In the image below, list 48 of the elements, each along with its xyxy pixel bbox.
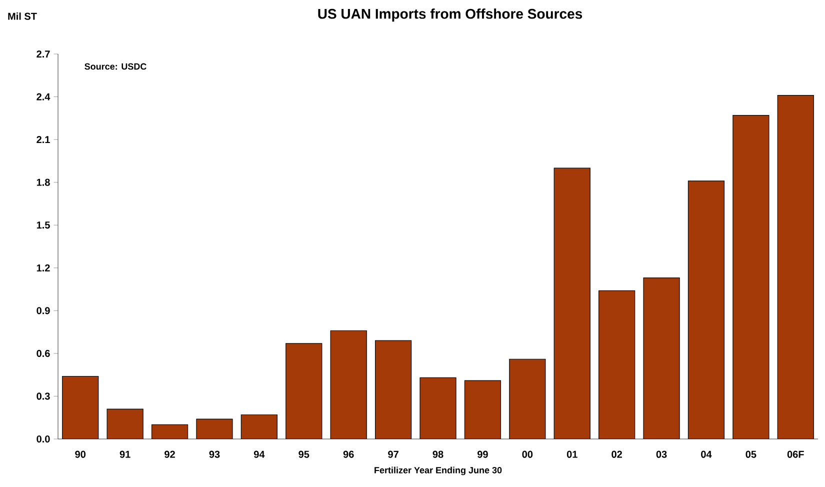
bar [420,378,456,439]
x-tick-label: 03 [656,450,667,458]
x-tick-label: 92 [164,450,175,458]
bar [375,340,412,439]
chart-title: US UAN Imports from Offshore Sources [318,8,582,22]
bar [62,376,98,439]
y-tick-label: 2.7 [36,50,50,58]
x-tick-label: 95 [298,450,310,458]
x-tick-label: 04 [701,450,712,458]
x-tick-label: 00 [522,450,533,458]
x-tick-label: 93 [209,450,220,458]
bar [644,278,680,439]
y-tick-label: 2.4 [36,93,50,100]
y-tick-label: 2.1 [36,136,50,144]
y-axis-title: Mil ST [8,12,37,20]
bar [107,409,144,439]
bar [464,380,501,439]
bar [598,290,635,439]
x-tick-label: 99 [477,450,488,458]
bar [777,95,814,439]
x-tick-label: 97 [388,450,398,458]
x-axis-title: Fertilizer Year Ending June 30 [374,466,502,476]
bar [286,343,322,439]
bar [196,419,232,439]
y-tick-label: 1.8 [36,178,50,186]
x-tick-label: 05 [746,450,756,458]
x-tick-label: 06F [787,450,804,458]
bar [509,359,546,439]
bar [688,180,724,439]
bar [732,115,769,439]
bar [241,414,278,439]
y-tick-label: 0.9 [36,307,50,314]
bar [152,424,188,439]
x-tick-label: 90 [75,450,86,458]
x-tick-label: 96 [343,450,354,458]
x-tick-label: 98 [432,450,444,458]
bar [330,330,367,439]
y-tick-label: 1.2 [36,264,50,272]
y-tick-label: 0.0 [36,435,50,443]
y-tick-label: 1.5 [36,222,50,229]
bar [554,168,590,439]
annotation: Source: USDC [84,63,146,70]
x-tick-label: 91 [120,450,130,458]
y-tick-label: 0.6 [36,350,50,357]
x-tick-label: 94 [254,450,265,458]
x-tick-label: 01 [566,450,578,458]
y-tick-label: 0.3 [36,392,50,400]
x-tick-label: 02 [612,450,622,458]
